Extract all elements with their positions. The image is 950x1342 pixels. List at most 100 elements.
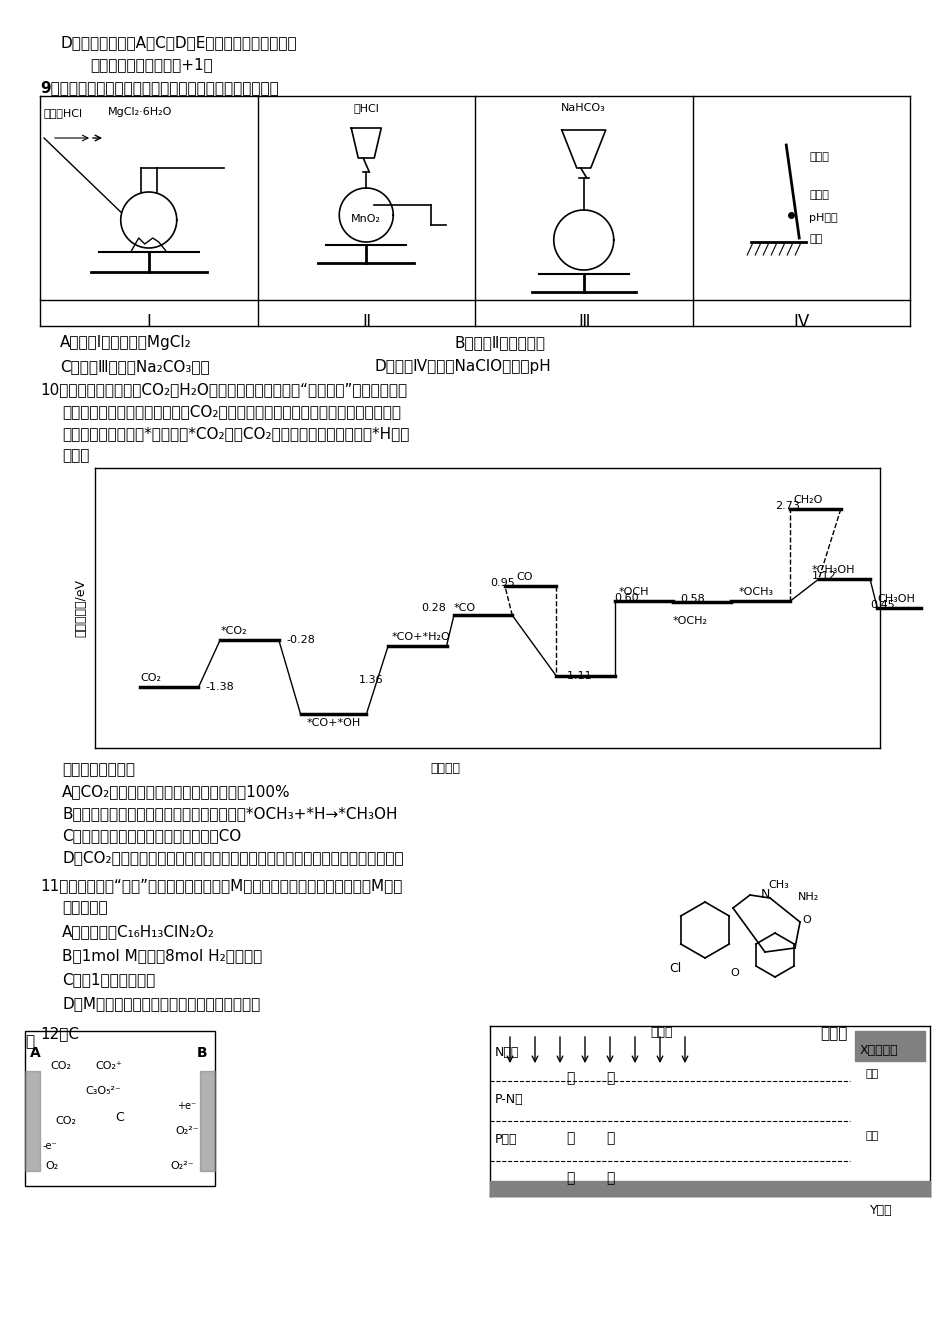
Text: C．装置Ⅲ：制取Na₂CO₃固体: C．装置Ⅲ：制取Na₂CO₃固体 (60, 360, 210, 374)
Text: Ⅰ: Ⅰ (146, 313, 151, 331)
Bar (25, 1071, 40, 1172)
Text: C．该过程中得到相对较多的副产物为CO: C．该过程中得到相对较多的副产物为CO (62, 828, 241, 843)
Bar (855, 1031, 925, 1062)
Text: 0.58: 0.58 (680, 595, 705, 604)
Text: 化合物中的化合价均为+1价: 化合物中的化合价均为+1价 (90, 56, 213, 72)
Text: 0.60: 0.60 (615, 593, 639, 604)
Text: ＋: ＋ (606, 1131, 615, 1145)
Text: CO₂: CO₂ (50, 1062, 71, 1071)
Text: -1.11: -1.11 (563, 671, 592, 680)
Text: C．有1种含氧官能团: C．有1种含氧官能团 (62, 972, 155, 986)
Text: O: O (802, 915, 810, 925)
Bar (490, 1181, 930, 1196)
Text: O₂²⁻: O₂²⁻ (175, 1126, 199, 1135)
Text: A．CO₂加氢制甲醖过程中原子利用率小于100%: A．CO₂加氢制甲醖过程中原子利用率小于100% (62, 784, 291, 798)
Text: 1.36: 1.36 (359, 675, 384, 684)
Text: *OCH₃: *OCH₃ (738, 588, 773, 597)
Text: 桌面: 桌面 (809, 234, 823, 244)
Text: 太阳光: 太阳光 (650, 1027, 673, 1039)
Text: Ⅲ: Ⅲ (578, 313, 589, 331)
Text: *OCH: *OCH (618, 588, 649, 597)
Text: 1.12: 1.12 (811, 570, 836, 581)
Text: D．装置Ⅳ：测定NaClO溶液的pH: D．装置Ⅳ：测定NaClO溶液的pH (375, 360, 552, 374)
Text: CO₂⁺: CO₂⁺ (95, 1062, 122, 1071)
Text: ＋: ＋ (566, 1131, 574, 1145)
Text: B: B (197, 1045, 208, 1060)
Text: 干燥的HCl: 干燥的HCl (44, 107, 84, 118)
Text: B．装置Ⅱ：制取氯气: B．装置Ⅱ：制取氯气 (455, 336, 546, 350)
Text: B．合成甲醖过程的决速步化学反应方程式为*OCH₃+*H→*CH₃OH: B．合成甲醖过程的决速步化学反应方程式为*OCH₃+*H→*CH₃OH (62, 807, 397, 821)
Text: ＋: ＋ (606, 1172, 615, 1185)
Text: 0.95: 0.95 (490, 578, 515, 588)
Text: 催化剂表面的物质用*标注，如*CO₂表示CO₂吸附在催化剂表面，图中*H已省: 催化剂表面的物质用*标注，如*CO₂表示CO₂吸附在催化剂表面，图中*H已省 (62, 425, 409, 442)
Text: 空穴: 空穴 (865, 1131, 878, 1141)
Text: 电子: 电子 (865, 1070, 878, 1079)
Text: 2.73: 2.73 (775, 501, 800, 511)
Text: P-N结: P-N结 (495, 1092, 523, 1106)
Text: CO₂: CO₂ (55, 1117, 76, 1126)
Text: 反应里有一步是在催化剂作用下CO₂加氢制得甲醒，该反应历程如图所示（吸附在: 反应里有一步是在催化剂作用下CO₂加氢制得甲醒，该反应历程如图所示（吸附在 (62, 404, 401, 419)
Text: 门设计: 门设计 (820, 1027, 847, 1041)
Text: ＋: ＋ (606, 1071, 615, 1084)
Text: O: O (731, 968, 739, 978)
Text: *OCH₂: *OCH₂ (673, 616, 708, 627)
Text: 又: 又 (25, 1033, 34, 1049)
Text: -e⁻: -e⁻ (43, 1141, 58, 1151)
Text: 9．用下列仪器或装置进行相应实验，能达到实验目的的是: 9．用下列仪器或装置进行相应实验，能达到实验目的的是 (40, 81, 278, 95)
Text: 法正确的是: 法正确的是 (62, 900, 107, 915)
Text: 略）。: 略）。 (62, 448, 89, 463)
Text: 12．C: 12．C (40, 1027, 79, 1041)
Text: X电极，下: X电极，下 (860, 1044, 899, 1057)
Text: MnO₂: MnO₂ (352, 213, 381, 224)
Text: +e⁻: +e⁻ (177, 1100, 196, 1111)
Text: －: － (566, 1071, 574, 1084)
Text: D．氢元素分别与A、C、D、E形成二元化合物，氢在: D．氢元素分别与A、C、D、E形成二元化合物，氢在 (60, 35, 296, 50)
Text: CH₂O: CH₂O (793, 495, 823, 505)
Text: D．CO₂加氢制甲醖过程中伴随副反应，选择合适催化剂可提高甲醖反应的选择性: D．CO₂加氢制甲醖过程中伴随副反应，选择合适催化剂可提高甲醖反应的选择性 (62, 849, 404, 866)
Text: ＋: ＋ (566, 1172, 574, 1185)
Text: 玻璃棒: 玻璃棒 (809, 152, 829, 162)
Text: *CO: *CO (454, 604, 476, 613)
Text: O₂: O₂ (45, 1161, 58, 1172)
Text: A．装置Ⅰ：制取无水MgCl₂: A．装置Ⅰ：制取无水MgCl₂ (60, 336, 192, 350)
Text: CH₃: CH₃ (768, 880, 788, 890)
Text: 10．我国科研工作者以CO₂和H₂O为原料制得淠粉，实现“喝西北风”吃饱。其核心: 10．我国科研工作者以CO₂和H₂O为原料制得淠粉，实现“喝西北风”吃饱。其核心 (40, 382, 408, 397)
Text: NaHCO₃: NaHCO₃ (561, 103, 606, 113)
Text: MgCl₂·6H₂O: MgCl₂·6H₂O (108, 107, 172, 117)
Bar (200, 1071, 215, 1172)
Text: 相对能量差/eV: 相对能量差/eV (74, 578, 87, 637)
Text: CH₃OH: CH₃OH (877, 595, 915, 604)
Text: N: N (760, 888, 770, 900)
Text: 11．镇静催眠药“安定”在体内代谢产物之一M的结构简式如图所示，下列关于M的说: 11．镇静催眠药“安定”在体内代谢产物之一M的结构简式如图所示，下列关于M的说 (40, 878, 403, 892)
Bar (25, 1031, 215, 1186)
Text: 反应历程: 反应历程 (430, 762, 460, 774)
Text: A: A (30, 1045, 41, 1060)
Text: Ⅳ: Ⅳ (793, 313, 808, 331)
Text: 浓HCl: 浓HCl (353, 103, 379, 113)
Text: P型结: P型结 (495, 1133, 518, 1146)
Text: A．分子式为C₁₆H₁₃ClN₂O₂: A．分子式为C₁₆H₁₃ClN₂O₂ (62, 925, 215, 939)
Text: C: C (115, 1111, 124, 1125)
Text: *CO+*OH: *CO+*OH (306, 718, 361, 729)
Text: O₂²⁻: O₂²⁻ (170, 1161, 194, 1172)
Text: N型结: N型结 (495, 1045, 520, 1059)
Text: C₃O₅²⁻: C₃O₅²⁻ (85, 1086, 121, 1096)
Text: *CO₂: *CO₂ (220, 625, 247, 636)
Text: D．M可以发生加成反应，水解反应和取代反应: D．M可以发生加成反应，水解反应和取代反应 (62, 996, 260, 1011)
Text: 待测液: 待测液 (809, 191, 829, 200)
Text: CO: CO (516, 572, 532, 582)
Text: CO₂: CO₂ (140, 674, 161, 683)
Text: Y电极: Y电极 (870, 1204, 893, 1217)
Text: 下列说法错误的是: 下列说法错误的是 (62, 762, 135, 777)
Text: *CH₃OH: *CH₃OH (811, 565, 855, 574)
Text: B．1mol M最多与8mol H₂发生反应: B．1mol M最多与8mol H₂发生反应 (62, 947, 262, 964)
Text: *CO+*H₂O: *CO+*H₂O (391, 632, 450, 641)
Text: 0.28: 0.28 (422, 604, 446, 613)
Text: 0.45: 0.45 (870, 600, 895, 611)
Text: -1.38: -1.38 (206, 682, 235, 692)
Text: -0.28: -0.28 (286, 635, 314, 644)
Text: Cl: Cl (669, 962, 681, 976)
Text: pH试纸: pH试纸 (809, 213, 838, 223)
Text: Ⅱ: Ⅱ (362, 313, 370, 331)
Text: NH₂: NH₂ (798, 892, 819, 902)
